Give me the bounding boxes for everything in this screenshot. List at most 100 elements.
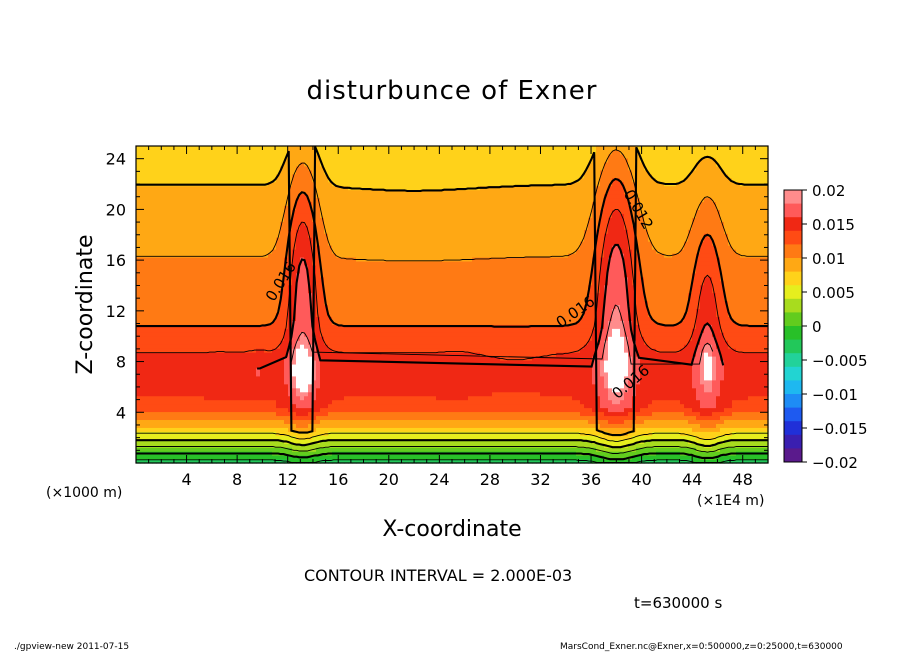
field-cell xyxy=(196,201,201,207)
field-cell xyxy=(264,419,269,424)
field-cell xyxy=(372,296,377,302)
field-cell xyxy=(252,260,257,266)
field-cell xyxy=(360,177,365,183)
field-cell xyxy=(252,320,257,325)
field-cell xyxy=(304,391,309,397)
field-cell xyxy=(304,229,309,234)
field-cell xyxy=(260,221,265,226)
field-cell xyxy=(180,229,185,234)
field-cell xyxy=(292,165,297,171)
field-cell xyxy=(308,165,313,171)
field-cell xyxy=(268,391,273,397)
field-cell xyxy=(256,249,261,254)
field-cell xyxy=(268,415,273,421)
field-cell xyxy=(372,423,377,428)
field-cell xyxy=(332,161,337,167)
field-cell xyxy=(232,336,237,341)
field-cell xyxy=(336,419,341,424)
field-cell xyxy=(316,403,321,409)
field-cell xyxy=(356,276,361,282)
field-cell xyxy=(356,189,361,195)
field-cell xyxy=(212,312,217,317)
field-cell xyxy=(280,260,285,266)
field-cell xyxy=(360,300,365,306)
field-cell xyxy=(376,427,381,432)
field-cell xyxy=(256,185,261,191)
field-cell xyxy=(304,256,309,262)
field-cell xyxy=(368,344,373,349)
field-cell xyxy=(364,379,369,385)
field-cell xyxy=(228,225,233,230)
field-cell xyxy=(284,348,289,353)
field-cell xyxy=(352,423,357,428)
field-cell xyxy=(240,284,245,290)
field-cell xyxy=(376,146,381,151)
field-cell xyxy=(324,264,329,270)
field-cell xyxy=(260,352,265,357)
field-cell xyxy=(224,292,229,298)
field-cell xyxy=(160,411,165,417)
field-cell xyxy=(328,423,333,428)
field-cell xyxy=(232,237,237,242)
field-cell xyxy=(208,205,213,210)
field-cell xyxy=(176,435,181,440)
field-cell xyxy=(276,332,281,337)
field-cell xyxy=(212,245,217,250)
field-cell xyxy=(168,359,173,365)
field-cell xyxy=(360,411,365,417)
field-cell xyxy=(368,367,373,373)
field-cell xyxy=(204,169,209,175)
field-cell xyxy=(348,304,353,310)
field-cell xyxy=(168,165,173,171)
field-cell xyxy=(176,153,181,159)
field-cell xyxy=(296,256,301,262)
field-cell xyxy=(344,316,349,321)
field-cell xyxy=(324,280,329,286)
field-cell xyxy=(324,209,329,214)
field-cell xyxy=(348,213,353,218)
field-cell xyxy=(232,403,237,409)
field-cell xyxy=(332,367,337,373)
field-cell xyxy=(308,328,313,333)
field-cell xyxy=(316,431,321,436)
field-cell xyxy=(348,344,353,349)
field-cell xyxy=(304,423,309,428)
field-cell xyxy=(260,233,265,238)
field-cell xyxy=(192,447,197,452)
field-cell xyxy=(232,288,237,294)
field-cell xyxy=(136,225,141,230)
field-cell xyxy=(160,415,165,421)
field-cell xyxy=(364,356,369,361)
field-cell xyxy=(216,320,221,325)
field-cell xyxy=(276,153,281,159)
field-cell xyxy=(368,395,373,401)
field-cell xyxy=(140,455,145,460)
field-cell xyxy=(252,316,257,321)
field-cell xyxy=(332,146,337,151)
field-cell xyxy=(244,245,249,250)
field-cell xyxy=(244,328,249,333)
field-cell xyxy=(164,312,169,317)
field-cell xyxy=(324,146,329,151)
field-cell xyxy=(184,153,189,159)
field-cell xyxy=(204,149,209,155)
field-cell xyxy=(320,407,325,413)
field-cell xyxy=(292,451,297,456)
field-cell xyxy=(220,316,225,321)
field-cell xyxy=(184,312,189,317)
field-cell xyxy=(376,189,381,195)
field-cell xyxy=(204,264,209,270)
field-cell xyxy=(376,336,381,341)
field-cell xyxy=(248,391,253,397)
field-cell xyxy=(244,348,249,353)
field-cell xyxy=(292,197,297,203)
field-cell xyxy=(204,284,209,290)
field-cell xyxy=(156,419,161,424)
field-cell xyxy=(380,459,385,464)
field-cell xyxy=(224,356,229,361)
field-cell xyxy=(332,217,337,222)
field-cell xyxy=(212,249,217,254)
field-cell xyxy=(324,221,329,226)
field-cell xyxy=(224,439,229,444)
field-cell xyxy=(148,328,153,333)
